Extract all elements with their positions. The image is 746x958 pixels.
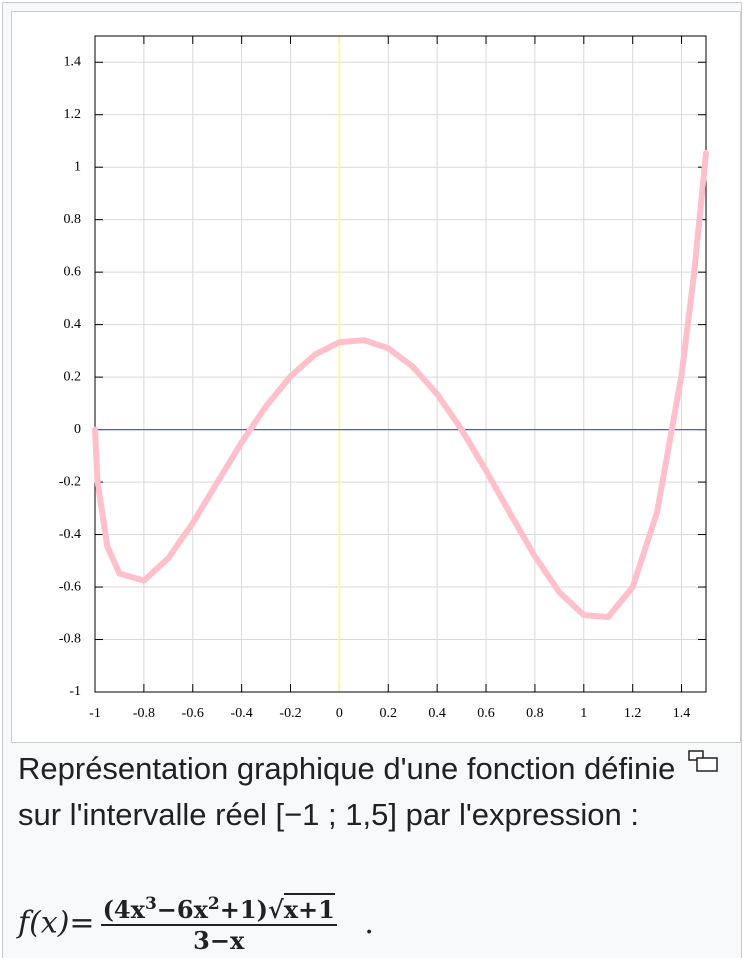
y-tick-label: 0.8: [64, 212, 82, 227]
numerator: (4x3−6x2+1)√x+1: [100, 893, 337, 926]
formula-lhs: f(x)=: [18, 905, 95, 941]
x-tick-label: 1.4: [673, 706, 691, 721]
y-tick-label: -0.8: [59, 632, 81, 647]
caption: Représentation graphique d'une fonction …: [18, 751, 676, 832]
plot-frame: [94, 35, 707, 693]
y-tick-label: 0.2: [64, 369, 82, 384]
enlarge-icon[interactable]: [688, 750, 720, 774]
icon-part: [696, 757, 718, 772]
x-tick-label: 0.4: [428, 706, 446, 721]
curve: [92, 150, 709, 620]
formula-part: (4x: [102, 895, 145, 924]
formula: f(x)= (4x3−6x2+1)√x+1 3−x .: [18, 893, 374, 955]
chart: -1 -0.8 -0.6 -0.4 -0.2 0 0.2 0.4 0.6 0.8 1 1.2 1.4 -1…: [59, 35, 709, 721]
y-tick-label: 1: [74, 159, 81, 174]
y-tick-label: 0.6: [64, 264, 82, 279]
formula-radicand: x+1: [283, 893, 335, 924]
formula-part: +1): [219, 895, 268, 924]
y-tick-label: -0.4: [59, 527, 81, 542]
x-tick-label: -1: [89, 706, 101, 721]
y-tick-label: 1.2: [64, 107, 82, 122]
formula-end: .: [364, 905, 374, 941]
y-tick-label: -0.2: [59, 474, 81, 489]
formula-root: √: [267, 895, 284, 924]
x-tick-label: -0.2: [279, 706, 301, 721]
y-tick-label: -1: [69, 684, 81, 699]
denominator: 3−x: [193, 926, 245, 955]
x-tick-label: 1: [580, 706, 587, 721]
x-tick-label: -0.8: [133, 706, 155, 721]
x-tick-label: 1.2: [624, 706, 642, 721]
y-tick-label: -0.6: [59, 579, 81, 594]
y-tick-label: 0: [74, 422, 81, 437]
x-tick-label: 0: [336, 706, 343, 721]
x-tick-label: 0.8: [526, 706, 544, 721]
x-tick-label: -0.4: [231, 706, 253, 721]
y-tick-label: 0.4: [64, 317, 82, 332]
y-tick-label: 1.4: [64, 54, 82, 69]
formula-exp: 2: [207, 894, 220, 914]
formula-exp: 3: [144, 894, 157, 914]
fraction: (4x3−6x2+1)√x+1 3−x: [100, 893, 337, 955]
icon-part: [688, 750, 704, 761]
formula-part: −6x: [156, 895, 208, 924]
x-tick-label: 0.6: [477, 706, 495, 721]
x-tick-label: 0.2: [380, 706, 398, 721]
x-tick-label: -0.6: [182, 706, 204, 721]
